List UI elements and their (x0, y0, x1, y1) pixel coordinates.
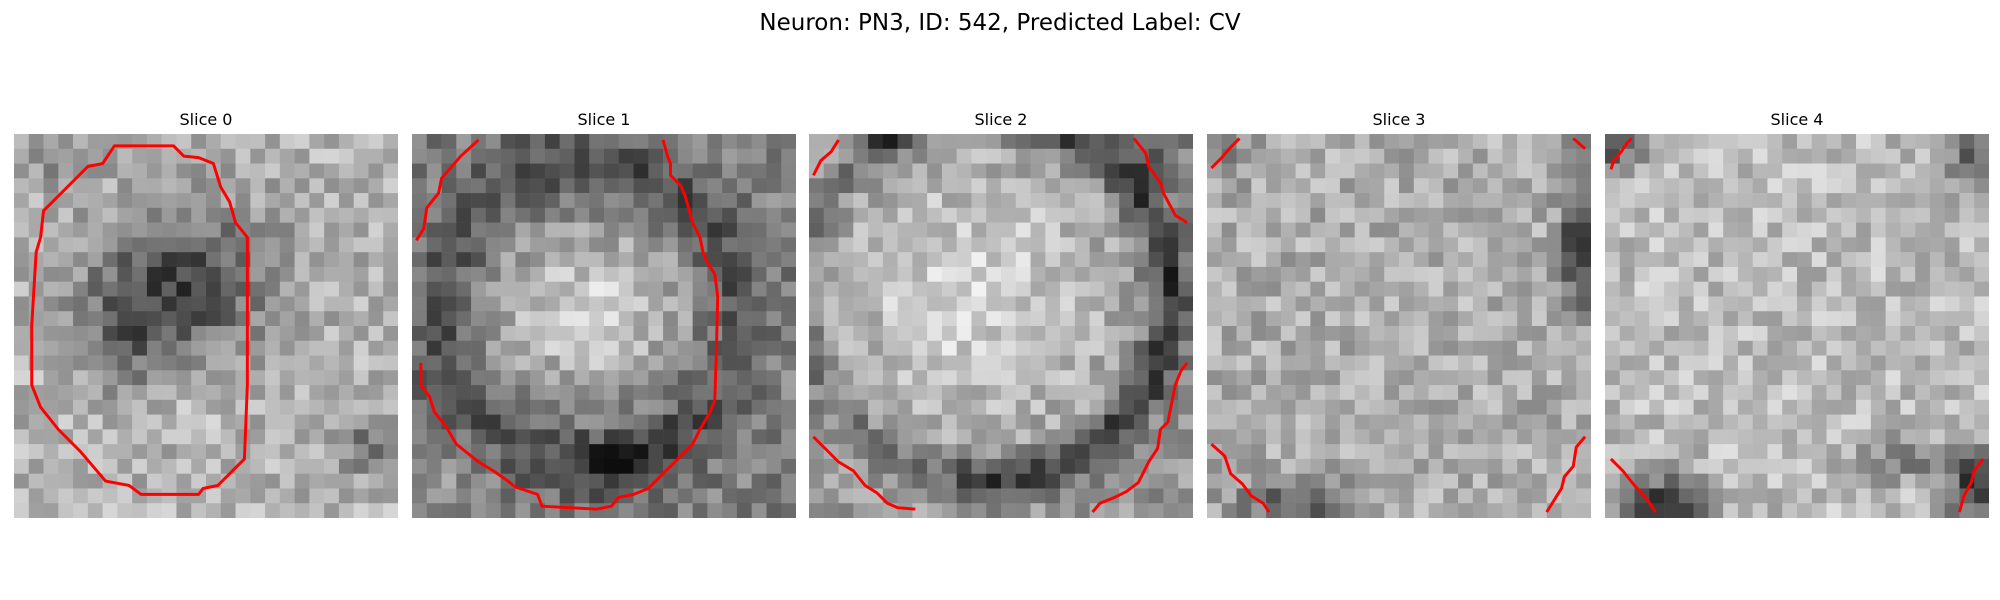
segmentation-contour (812, 435, 916, 511)
pixel-grid (809, 134, 1193, 518)
slice-panel-2: Slice 2 (809, 110, 1193, 518)
slice-image (809, 134, 1193, 518)
segmentation-contour (1091, 362, 1189, 514)
slice-title: Slice 1 (577, 110, 631, 129)
segmentation-contour (1132, 137, 1188, 224)
segmentation-contour (1210, 137, 1241, 170)
segmentation-contour (812, 139, 840, 177)
segmentation-contour (415, 138, 480, 242)
slice-title: Slice 3 (1372, 110, 1426, 129)
pixel-grid (1207, 134, 1591, 518)
segmentation-contour (30, 144, 249, 496)
slice-panel-4: Slice 4 (1605, 110, 1989, 518)
slice-image (1605, 134, 1989, 518)
segmentation-contour (1210, 443, 1271, 513)
pixel-grid (14, 134, 398, 518)
segmentation-contour (1609, 137, 1633, 170)
pixel-grid (1605, 134, 1989, 518)
segmentation-contour (1545, 435, 1587, 513)
slice-title: Slice 2 (974, 110, 1028, 129)
slice-image (1207, 134, 1591, 518)
segmentation-contour (1609, 457, 1657, 513)
pixel-grid (412, 134, 796, 518)
segmentation-contour (1958, 458, 1985, 513)
slice-panel-1: Slice 1 (412, 110, 796, 518)
segmentation-contour (1572, 137, 1587, 150)
figure-title: Neuron: PN3, ID: 542, Predicted Label: C… (759, 10, 1241, 36)
segmentation-contour (419, 139, 720, 511)
slice-panel-3: Slice 3 (1207, 110, 1591, 518)
slice-panel-0: Slice 0 (14, 110, 398, 518)
slice-title: Slice 0 (179, 110, 233, 129)
slice-image (412, 134, 796, 518)
slice-title: Slice 4 (1770, 110, 1824, 129)
slice-image (14, 134, 398, 518)
